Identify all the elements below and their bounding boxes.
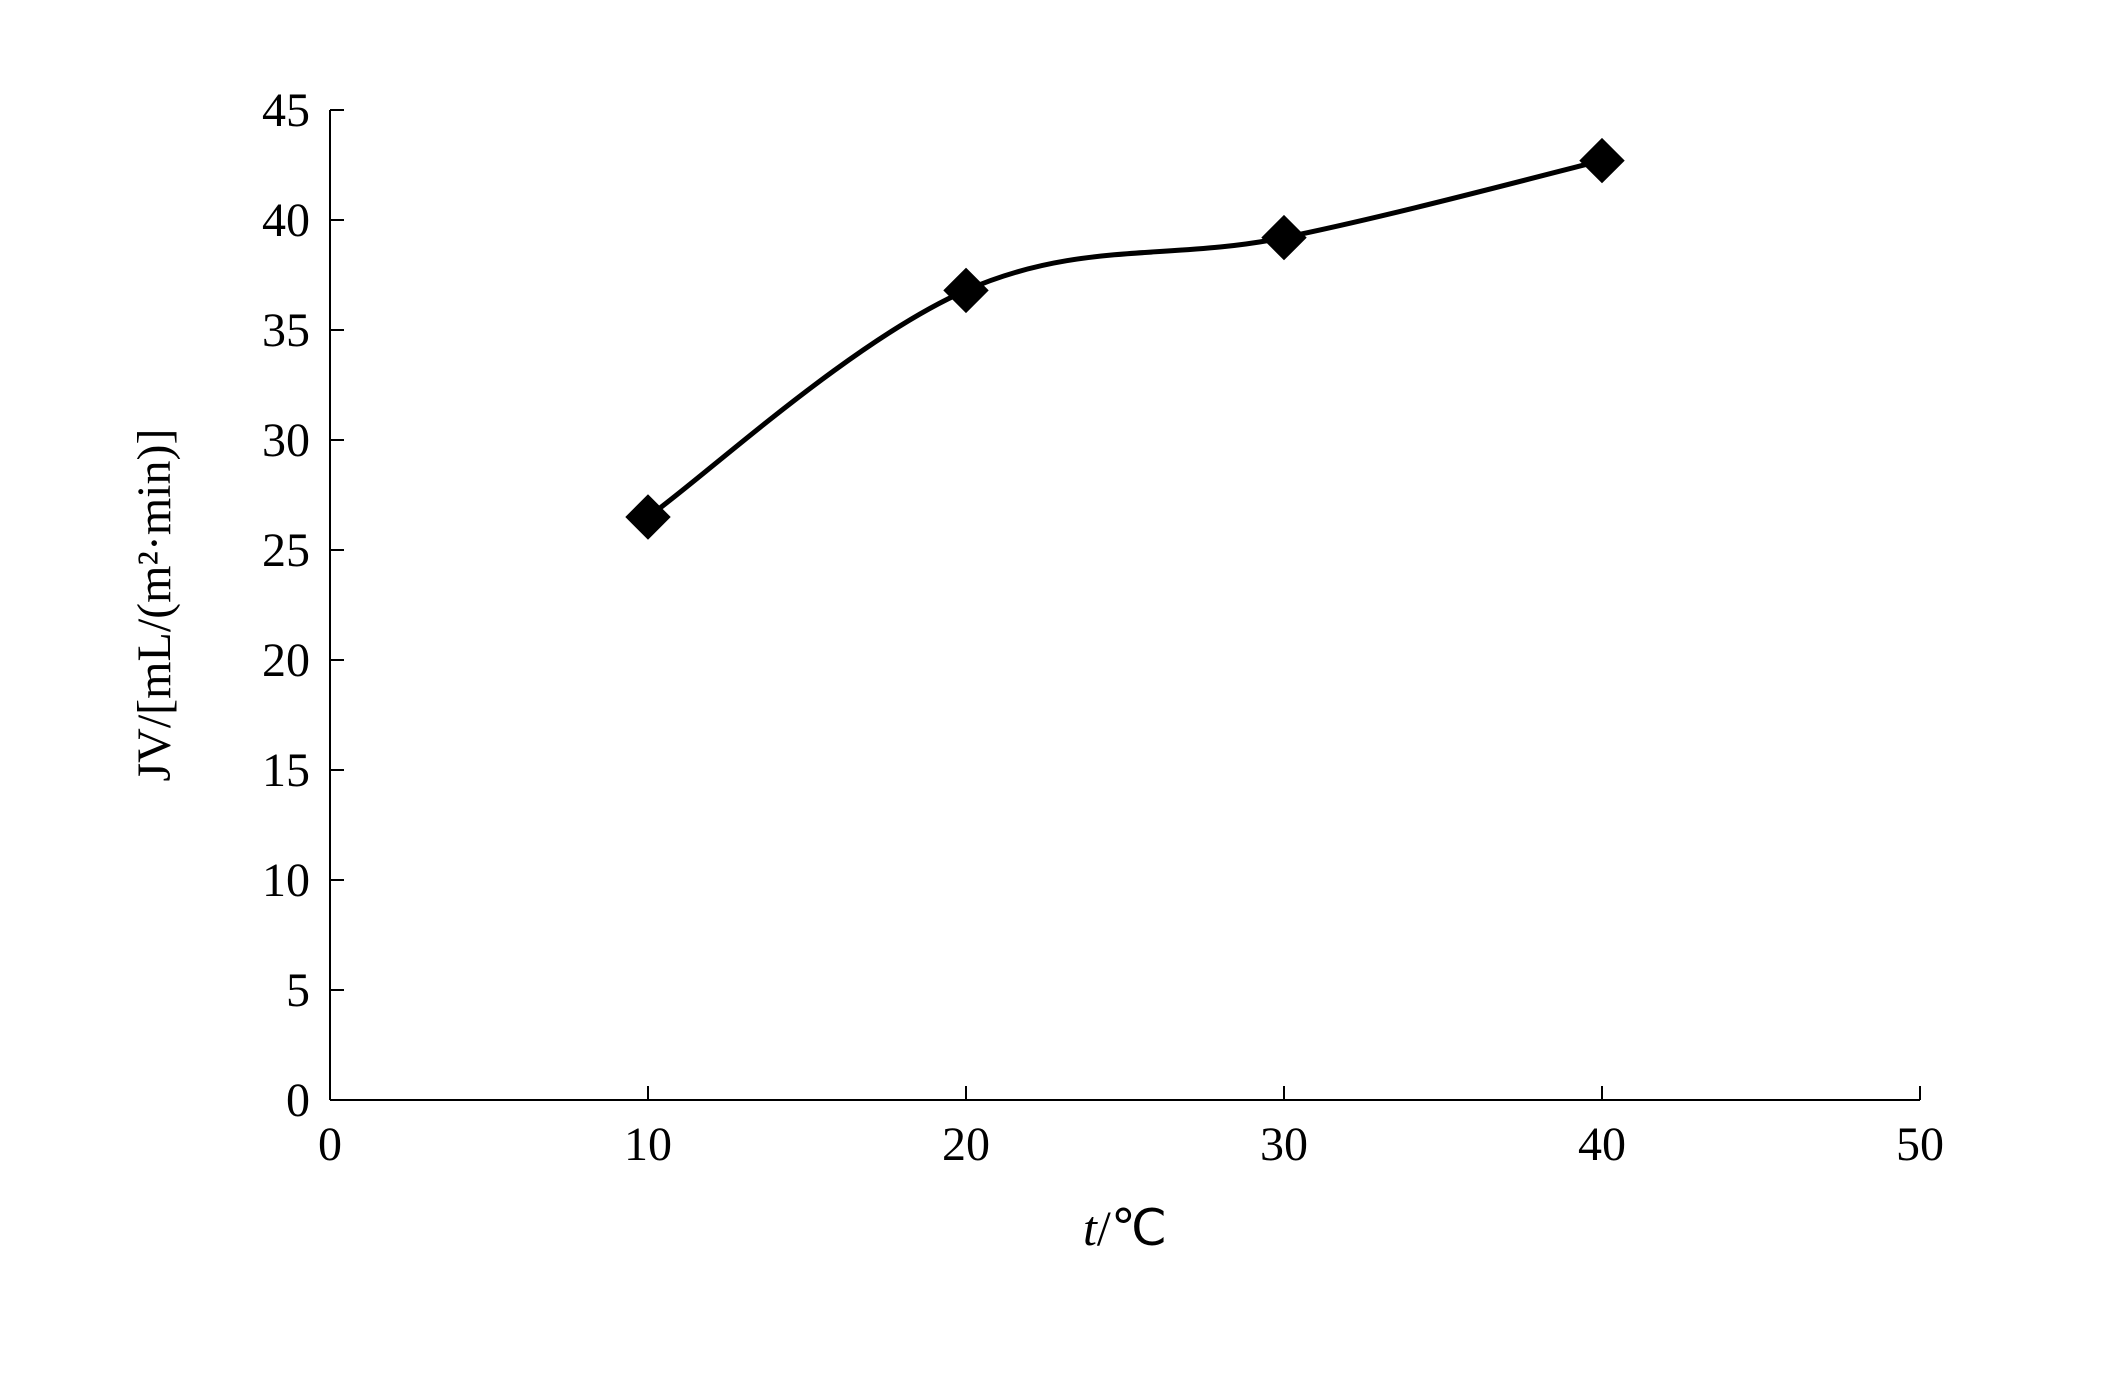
y-tick-label: 25 <box>262 524 310 577</box>
y-tick-label: 35 <box>262 304 310 357</box>
y-tick-label: 0 <box>286 1074 310 1127</box>
x-tick-label: 10 <box>624 1118 672 1171</box>
chart-container: 0 10 20 30 40 50 0 5 10 15 20 25 30 35 40 45 t/℃ JV/[mL/(… <box>0 0 2115 1386</box>
y-tick-label: 20 <box>262 634 310 687</box>
y-tick-label: 15 <box>262 744 310 797</box>
y-tick-label: 45 <box>262 84 310 137</box>
y-tick-label: 30 <box>262 414 310 467</box>
y-tick-label: 5 <box>286 964 310 1017</box>
data-marker-diamond <box>1262 216 1306 260</box>
x-axis-label: t/℃ <box>1083 1200 1167 1256</box>
y-tick-label: 10 <box>262 854 310 907</box>
data-line <box>648 161 1602 517</box>
data-marker-diamond <box>626 495 670 539</box>
x-tick-label: 20 <box>942 1118 990 1171</box>
data-marker-diamond <box>944 268 988 312</box>
x-tick-label: 40 <box>1578 1118 1626 1171</box>
x-tick-label: 50 <box>1896 1118 1944 1171</box>
data-marker-diamond <box>1580 139 1624 183</box>
y-axis-label: JV/[mL/(m²·min)] <box>128 429 181 782</box>
line-chart: 0 10 20 30 40 50 0 5 10 15 20 25 30 35 40 45 t/℃ JV/[mL/(… <box>0 0 2115 1386</box>
x-tick-label: 0 <box>318 1118 342 1171</box>
x-tick-label: 30 <box>1260 1118 1308 1171</box>
y-tick-label: 40 <box>262 194 310 247</box>
